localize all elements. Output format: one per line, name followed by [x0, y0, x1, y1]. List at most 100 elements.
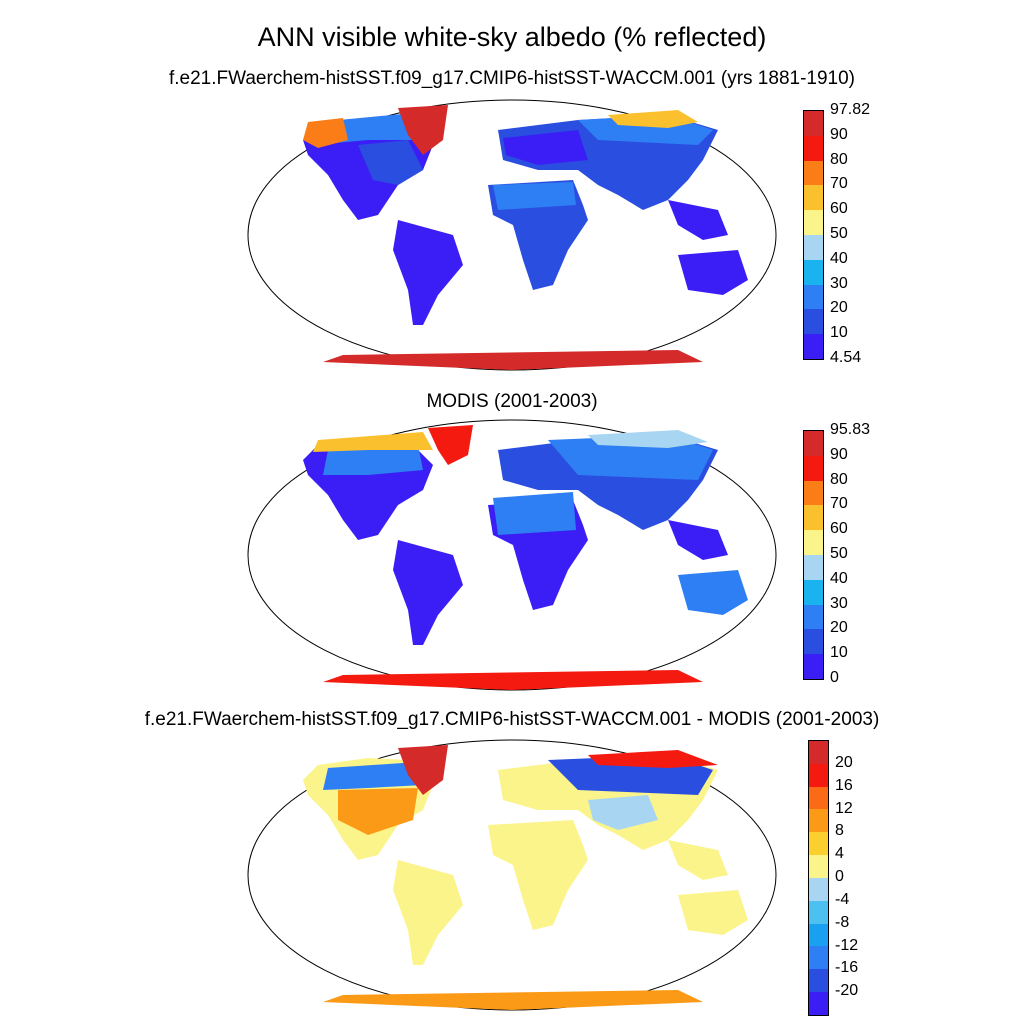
north-america-east: [358, 140, 423, 185]
map-model-group: [247, 99, 777, 371]
colorbar-swatch: [809, 969, 828, 993]
colorbar-label: 40: [830, 569, 848, 587]
colorbar-swatch: [804, 259, 823, 285]
colorbar-swatch: [804, 135, 823, 161]
greenland: [398, 105, 448, 155]
africa: [488, 820, 588, 930]
colorbar-swatch: [804, 579, 823, 605]
colorbar-label: 95.83: [830, 421, 871, 438]
colorbar-label: 16: [835, 776, 853, 794]
colorbar-label: 60: [830, 200, 848, 218]
colorbar-swatch: [804, 111, 823, 136]
colorbar-swatch: [809, 855, 828, 878]
colorbar-label: -16: [835, 959, 859, 977]
colorbar-label: -12: [835, 936, 859, 954]
colorbar-swatch: [804, 480, 823, 506]
eurasia: [498, 115, 718, 210]
map-diff-group: [247, 739, 777, 1011]
colorbar-swatch: [804, 309, 823, 335]
south-america: [393, 220, 463, 325]
colorbar-swatch: [809, 763, 828, 787]
colorbar-swatch: [804, 505, 823, 531]
north-america-east: [338, 788, 418, 835]
colorbar-label: 80: [830, 150, 848, 168]
colorbar-swatch: [809, 946, 828, 970]
colorbar-label: 97.82: [830, 101, 871, 118]
africa: [488, 500, 588, 610]
australia: [678, 890, 748, 935]
colorbar-swatch: [809, 923, 828, 947]
colorbar-label: 20: [835, 753, 853, 771]
africa: [488, 180, 588, 290]
antarctica: [323, 350, 703, 370]
colorbar-label: 90: [830, 125, 848, 143]
colorbar-label: 4: [835, 845, 844, 863]
colorbar-label: -4: [835, 890, 850, 908]
colorbar-swatch: [804, 604, 823, 630]
arctic-canada: [313, 112, 433, 145]
sahara: [493, 492, 576, 535]
colorbar-swatch: [804, 455, 823, 481]
eurasia: [498, 755, 718, 850]
north-america-landmass: [303, 438, 433, 540]
siberia-north: [578, 115, 713, 145]
antarctica: [323, 990, 703, 1010]
siberia-north: [548, 435, 713, 480]
colorbar-swatch: [804, 234, 823, 260]
colorbar-label: -20: [835, 982, 859, 1000]
colorbar-label: 12: [835, 799, 853, 817]
colorbar-swatch: [804, 160, 823, 186]
colorbar-label: 50: [830, 225, 848, 242]
australia: [678, 570, 748, 615]
panel-title-diff: f.e21.FWaerchem-histSST.f09_g17.CMIP6-hi…: [144, 709, 880, 730]
eurasia: [498, 435, 718, 530]
colorbar-label: 30: [830, 274, 848, 292]
colorbar-label: 90: [830, 445, 848, 463]
colorbar-swatch: [809, 992, 828, 1015]
siberia-coast: [608, 110, 698, 128]
siberia-coast: [588, 750, 718, 768]
colorbar-swatch: [804, 185, 823, 211]
globe-outline: [247, 739, 777, 1011]
colorbar-swatch: [809, 786, 828, 810]
north-america-landmass: [303, 758, 433, 860]
colorbar-label: 10: [830, 644, 848, 662]
australia: [678, 250, 748, 295]
alaska: [303, 118, 348, 148]
colorbar-label: 20: [830, 299, 848, 317]
colorbar-swatch: [804, 629, 823, 655]
colorbar-diff-box: [808, 740, 829, 1016]
panel-title-obs: MODIS (2001-2003): [426, 391, 598, 412]
siberia-coast: [588, 430, 708, 448]
colorbar-swatch: [809, 809, 828, 833]
colorbar-swatch: [804, 284, 823, 310]
colorbar-label: 10: [830, 324, 848, 342]
south-america: [393, 540, 463, 645]
colorbar-swatch: [804, 210, 823, 235]
colorbar-swatch: [809, 832, 828, 856]
greenland: [428, 425, 473, 465]
colorbar-swatch: [809, 900, 828, 924]
colorbar-label: 70: [830, 175, 848, 193]
map-obs-group: [247, 419, 777, 691]
central-asia: [588, 795, 658, 830]
globe-outline: [247, 99, 777, 371]
arctic-canada: [313, 432, 433, 452]
greenland: [398, 745, 448, 795]
southeast-asia: [668, 520, 728, 560]
colorbar-swatch: [804, 530, 823, 555]
colorbar-obs-box: [803, 430, 824, 680]
colorbar-model-box: [803, 110, 824, 360]
panel-title-model: f.e21.FWaerchem-histSST.f09_g17.CMIP6-hi…: [168, 68, 855, 89]
colorbar-label: 20: [830, 619, 848, 637]
north-america-north: [323, 762, 423, 790]
colorbar-label: 0: [835, 868, 844, 885]
europe: [503, 130, 588, 165]
colorbar-swatch: [809, 877, 828, 901]
southeast-asia: [668, 200, 728, 240]
colorbar-label: 0: [830, 669, 839, 686]
colorbar-swatch: [804, 334, 823, 359]
north-america-landmass: [303, 118, 433, 220]
